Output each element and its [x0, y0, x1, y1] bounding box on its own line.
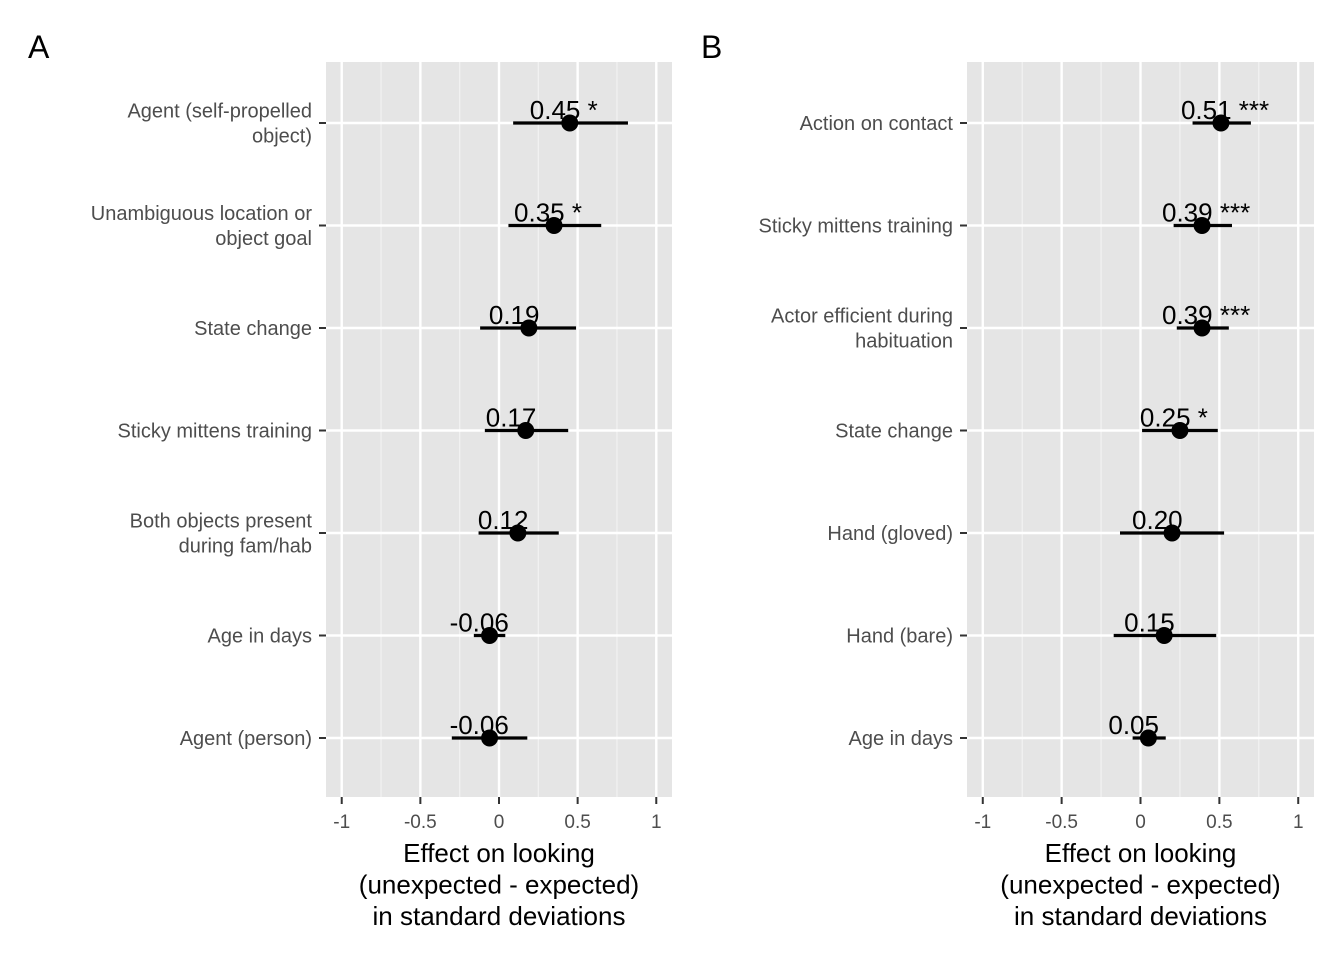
x-axis-title-line: in standard deviations [373, 901, 626, 931]
category-label-line: object) [252, 126, 312, 148]
value-label: -0.06 [450, 710, 509, 740]
panel-letter: B [701, 29, 722, 65]
x-axis-title-line: Effect on looking [403, 838, 595, 868]
x-tick-label: -0.5 [1045, 812, 1078, 833]
x-tick-label: 0 [1135, 812, 1146, 833]
x-axis-title: Effect on looking (unexpected - expected)… [359, 838, 639, 931]
value-label: -0.06 [450, 608, 509, 638]
x-tick-label: -1 [333, 812, 350, 833]
category-label-line: Agent (person) [180, 728, 312, 750]
value-label: 0.17 [486, 403, 537, 433]
category-label-line: during fam/hab [179, 536, 312, 558]
category-label-line: Sticky mittens training [758, 216, 953, 238]
estimate-point [509, 524, 527, 542]
category-label: Age in days [207, 626, 312, 648]
estimate-point [1155, 627, 1173, 644]
x-tick-label: 0 [494, 812, 505, 833]
estimate-point [545, 217, 563, 234]
category-label-line: Agent (self-propelled [127, 101, 312, 123]
estimate-point [561, 114, 579, 132]
value-label: 0.51 *** [1181, 95, 1269, 125]
category-label-line: Age in days [848, 728, 953, 750]
category-label: Action on contact [800, 113, 954, 135]
category-label-line: habituation [855, 331, 953, 353]
x-axis-title-line: in standard deviations [1014, 901, 1267, 931]
estimate-point [1193, 319, 1211, 337]
category-label-line: Action on contact [800, 113, 954, 135]
estimate-point [1163, 524, 1181, 542]
category-label-line: State change [194, 318, 312, 340]
category-label: State change [835, 421, 953, 443]
value-label: 0.20 [1132, 505, 1183, 535]
category-label-line: State change [835, 421, 953, 443]
category-label: Unambiguous location or object goal [91, 203, 313, 250]
category-label-line: Sticky mittens training [117, 421, 312, 443]
category-label-line: Actor efficient during [771, 306, 953, 328]
category-label-line: Unambiguous location or [91, 203, 313, 225]
value-label: 0.45 * [530, 95, 598, 125]
x-axis-title-line: (unexpected - expected) [359, 870, 639, 900]
x-tick-label: -0.5 [404, 812, 437, 833]
x-axis-title-line: Effect on looking [1045, 838, 1237, 868]
category-label-line: Hand (bare) [846, 626, 953, 648]
category-label: Agent (self-propelled object) [127, 101, 312, 148]
category-label-line: Hand (gloved) [827, 523, 953, 545]
category-label-line: Age in days [207, 626, 312, 648]
category-label: Age in days [848, 728, 953, 750]
value-label: 0.39 *** [1162, 300, 1250, 330]
estimate-point [481, 729, 499, 747]
estimate-point [517, 422, 535, 439]
panel-letter: A [28, 29, 50, 65]
category-label: Sticky mittens training [117, 421, 312, 443]
x-axis-title-line: (unexpected - expected) [1000, 870, 1280, 900]
value-label: 0.05 [1108, 710, 1159, 740]
value-label: 0.15 [1124, 608, 1175, 638]
estimate-point [481, 627, 499, 644]
category-label: Hand (bare) [846, 626, 953, 648]
value-label: 0.19 [489, 300, 540, 330]
x-tick-label: -1 [974, 812, 991, 833]
value-label: 0.12 [478, 505, 529, 535]
category-label-line: object goal [215, 228, 312, 250]
estimate-point [1171, 422, 1189, 439]
panel-a: A Agent (self-propelled object) Unambiguous… [28, 29, 672, 931]
x-tick-label: 0.5 [564, 812, 590, 833]
category-label: Agent (person) [180, 728, 312, 750]
value-label: 0.25 * [1140, 403, 1208, 433]
category-label: Both objects present during fam/hab [130, 511, 313, 558]
value-label: 0.35 * [514, 198, 582, 228]
category-label: State change [194, 318, 312, 340]
x-tick-label: 1 [651, 812, 662, 833]
category-label: Actor efficient during habituation [771, 306, 953, 353]
estimate-point [1212, 114, 1230, 132]
category-label-line: Both objects present [130, 511, 313, 533]
x-tick-label: 1 [1293, 812, 1304, 833]
category-label: Hand (gloved) [827, 523, 953, 545]
x-tick-label: 0.5 [1206, 812, 1232, 833]
category-label: Sticky mittens training [758, 216, 953, 238]
estimate-point [1139, 729, 1157, 747]
value-label: 0.39 *** [1162, 198, 1250, 228]
x-axis-title: Effect on looking (unexpected - expected)… [1000, 838, 1280, 931]
estimate-point [520, 319, 538, 337]
estimate-point [1193, 217, 1211, 234]
panel-b: B Action on contact Sticky mittens trainin… [701, 29, 1314, 931]
